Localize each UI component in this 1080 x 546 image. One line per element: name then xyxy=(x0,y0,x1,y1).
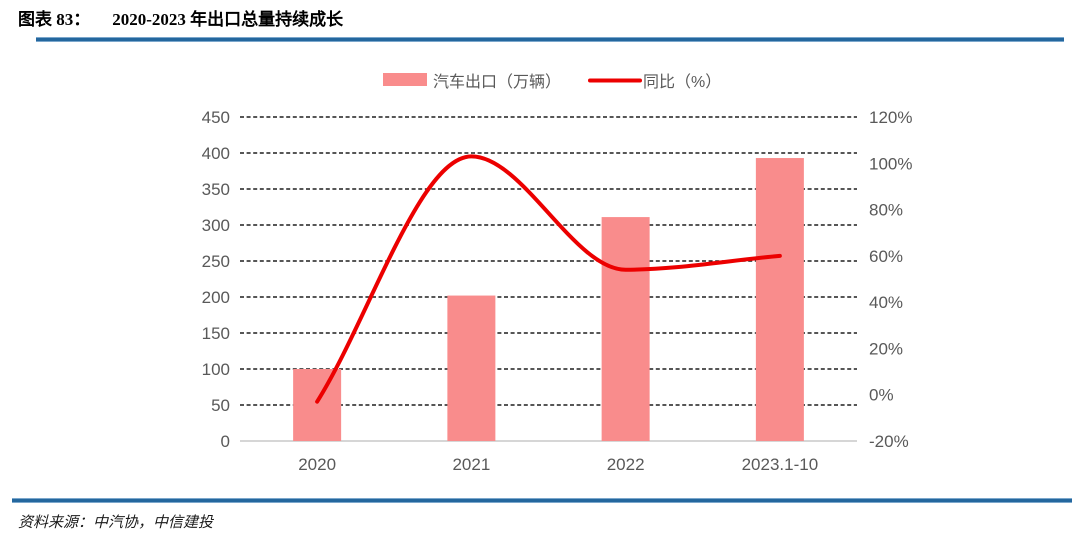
x-axis-label: 2021 xyxy=(452,455,490,474)
x-axis-label: 2023.1-10 xyxy=(742,455,819,474)
chart-bars xyxy=(293,158,804,441)
figure-number-label: 图表 83： xyxy=(18,10,91,29)
right-axis-tick-label: -20% xyxy=(869,432,909,451)
legend-swatch-bar xyxy=(383,73,427,86)
left-axis-tick-label: 50 xyxy=(211,396,230,415)
right-axis-tick-label: 120% xyxy=(869,108,912,127)
x-axis-label: 2020 xyxy=(298,455,336,474)
right-axis-tick-label: 0% xyxy=(869,386,894,405)
left-axis-tick-label: 350 xyxy=(202,180,230,199)
bottom-divider-rule xyxy=(12,498,1072,503)
yoy-trend-line xyxy=(315,154,782,404)
right-axis-tick-label: 80% xyxy=(869,201,903,220)
left-axis-tick-label: 250 xyxy=(202,252,230,271)
left-axis-tick-label: 150 xyxy=(202,324,230,343)
figure-title-text: 2020-2023 年出口总量持续成长 xyxy=(112,10,344,29)
left-axis-tick-label: 400 xyxy=(202,144,230,163)
bar xyxy=(293,369,342,441)
left-axis-tick-label: 0 xyxy=(221,432,230,451)
right-axis-tick-label: 40% xyxy=(869,293,903,312)
source-note: 资料来源：中汽协，中信建投 xyxy=(18,515,214,531)
top-divider-rule xyxy=(36,37,1064,42)
legend-item-label: 汽车出口（万辆） xyxy=(433,73,561,91)
chart-axis-labels: 450 400 350 300 250 200 150 100 50 0 120% 100% 80% 60… xyxy=(202,108,913,474)
left-axis-tick-label: 100 xyxy=(202,360,230,379)
export-volume-chart: 汽车出口（万辆） 同比（%） 450 400 350 300 250 200 150 100 50… xyxy=(202,73,913,474)
chart-gridlines xyxy=(240,116,857,442)
left-axis-tick-label: 300 xyxy=(202,216,230,235)
bar xyxy=(601,217,650,441)
bar xyxy=(447,295,496,441)
chart-legend: 汽车出口（万辆） 同比（%） xyxy=(383,73,721,91)
right-axis-tick-label: 60% xyxy=(869,247,903,266)
right-axis-tick-label: 100% xyxy=(869,154,912,173)
figure-header: 图表 83： 2020-2023 年出口总量持续成长 xyxy=(0,0,1080,42)
left-axis-tick-label: 200 xyxy=(202,288,230,307)
right-axis-tick-label: 20% xyxy=(869,339,903,358)
legend-item-label: 同比（%） xyxy=(643,73,721,91)
chart-trend-line xyxy=(315,154,782,404)
x-axis-label: 2022 xyxy=(607,455,645,474)
bar xyxy=(755,158,804,441)
left-axis-tick-label: 450 xyxy=(202,108,230,127)
figure-title: 图表 83： 2020-2023 年出口总量持续成长 xyxy=(18,8,1080,32)
